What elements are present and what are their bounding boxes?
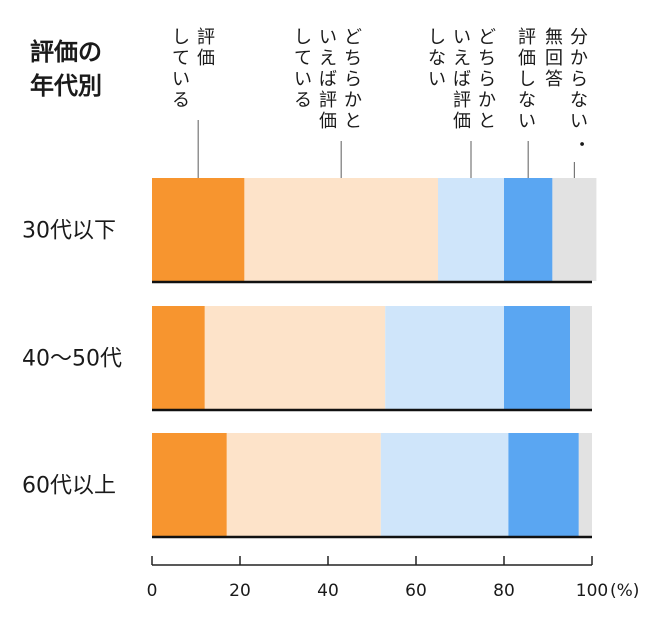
bar-segment: [570, 306, 592, 409]
legend-char: 評: [518, 27, 536, 48]
legend-char: 評: [453, 90, 471, 111]
category-label: 60代以上: [22, 474, 116, 499]
category-label: 30代以下: [22, 219, 116, 244]
legend-char: て: [294, 48, 312, 69]
legend-char: ば: [319, 69, 337, 90]
legend-char: ど: [344, 27, 362, 48]
legend-char: 答: [545, 69, 563, 90]
bar-segment: [152, 178, 245, 281]
legend-char: し: [172, 27, 190, 48]
legend-char: か: [478, 90, 496, 111]
bar-segment: [508, 433, 579, 536]
legend-char: と: [478, 111, 496, 132]
legend-char: な: [428, 48, 446, 69]
legend-char: い: [570, 111, 588, 132]
legend-char: 分: [570, 27, 588, 48]
legend-char: と: [344, 111, 362, 132]
legend-char: い: [453, 27, 471, 48]
legend-char: し: [294, 27, 312, 48]
legend-char: い: [319, 27, 337, 48]
legend-char: し: [428, 27, 446, 48]
x-tick-label: 0: [147, 581, 158, 601]
legend-char: 回: [545, 48, 563, 69]
legend-char: 評: [319, 90, 337, 111]
bar-segment: [504, 306, 570, 409]
legend-char: ば: [453, 69, 471, 90]
chart-title-line: 年代別: [30, 72, 102, 100]
category-labels: 評価しているどちらかといえば評価しているどちらかといえば評価しない評価しない分か…: [172, 27, 591, 192]
bar-segment: [438, 178, 504, 281]
legend-char: い: [172, 69, 190, 90]
chart-title-line: 評価の: [30, 38, 102, 66]
legend-char: る: [172, 90, 190, 111]
legend-char: 価: [197, 48, 215, 69]
legend-char: ち: [478, 48, 496, 69]
legend-char: 価: [319, 111, 337, 132]
legend-char: い: [428, 69, 446, 90]
legend-char: し: [518, 69, 536, 90]
legend-char: え: [319, 48, 337, 69]
legend-char: 評: [197, 27, 215, 48]
x-tick-label: 80: [493, 581, 515, 601]
legend-char: ら: [570, 69, 588, 90]
legend-char: か: [570, 48, 588, 69]
x-axis: 0 20 40 60 80 100 (%): [147, 556, 639, 601]
legend-char: い: [294, 69, 312, 90]
x-tick-label: 100: [576, 581, 608, 601]
legend-char: な: [570, 90, 588, 111]
legend-char: な: [518, 90, 536, 111]
bar-segment: [385, 306, 504, 409]
x-tick-label: 40: [317, 581, 339, 601]
x-tick-label: 60: [405, 581, 427, 601]
bar-segment: [204, 306, 386, 409]
bar-segment: [504, 178, 553, 281]
legend-char: 価: [453, 111, 471, 132]
bar-segment: [152, 306, 205, 409]
bar-segment: [152, 433, 227, 536]
legend-char: ら: [478, 69, 496, 90]
legend-char: 価: [518, 48, 536, 69]
legend-char: ち: [344, 48, 362, 69]
bar-segment: [244, 178, 438, 281]
bars: 30代以下 40〜50代 60代以上: [22, 178, 597, 539]
legend-char: か: [344, 90, 362, 111]
x-tick-label: 20: [229, 581, 251, 601]
bar-segment: [380, 433, 509, 536]
x-unit-label: (%): [610, 581, 639, 601]
bar-segment: [552, 178, 597, 281]
legend-char: ら: [344, 69, 362, 90]
legend-char: る: [294, 90, 312, 111]
legend-char: て: [172, 48, 190, 69]
legend-char: ・: [570, 135, 591, 153]
legend-char: え: [453, 48, 471, 69]
category-label: 40〜50代: [22, 347, 122, 372]
legend-char: い: [518, 111, 536, 132]
legend-char: ど: [478, 27, 496, 48]
bar-segment: [226, 433, 381, 536]
bar-segment: [578, 433, 592, 536]
legend-char: 無: [545, 27, 563, 48]
